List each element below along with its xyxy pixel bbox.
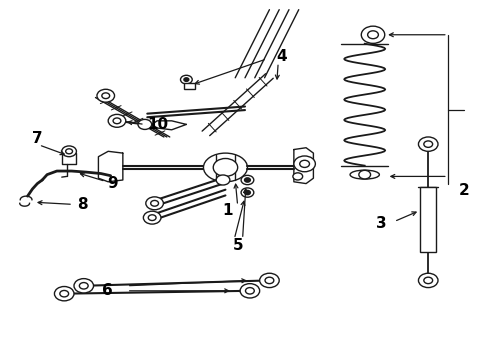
Circle shape (216, 175, 230, 185)
Ellipse shape (350, 170, 379, 179)
Text: 7: 7 (32, 131, 43, 146)
Circle shape (151, 201, 159, 206)
Circle shape (62, 146, 76, 157)
Circle shape (241, 175, 254, 185)
Circle shape (245, 288, 254, 294)
Circle shape (60, 291, 69, 297)
Circle shape (74, 279, 94, 293)
Circle shape (148, 215, 156, 221)
Circle shape (146, 197, 163, 210)
Circle shape (260, 273, 279, 288)
Circle shape (241, 188, 254, 197)
Circle shape (418, 137, 438, 151)
Circle shape (97, 89, 115, 102)
Circle shape (293, 173, 303, 180)
Text: 5: 5 (232, 238, 243, 253)
Circle shape (368, 31, 378, 39)
Circle shape (54, 287, 74, 301)
FancyBboxPatch shape (184, 83, 195, 89)
Circle shape (424, 277, 433, 284)
Text: 6: 6 (102, 283, 113, 298)
Ellipse shape (203, 153, 247, 182)
Circle shape (300, 160, 310, 167)
Circle shape (361, 26, 385, 43)
Text: 2: 2 (459, 183, 469, 198)
Text: 9: 9 (107, 176, 118, 191)
Circle shape (418, 273, 438, 288)
Circle shape (138, 120, 152, 130)
Text: 1: 1 (222, 203, 233, 218)
Circle shape (359, 170, 370, 179)
Circle shape (240, 284, 260, 298)
Text: 4: 4 (276, 49, 287, 64)
Text: 8: 8 (77, 197, 88, 212)
Circle shape (144, 211, 161, 224)
Circle shape (294, 156, 316, 172)
Circle shape (213, 158, 238, 176)
Circle shape (245, 178, 250, 182)
Circle shape (79, 283, 88, 289)
Circle shape (102, 93, 110, 99)
Circle shape (424, 141, 433, 147)
Circle shape (245, 190, 250, 195)
Text: 10: 10 (147, 117, 169, 132)
FancyBboxPatch shape (420, 187, 436, 252)
Circle shape (113, 118, 121, 124)
Circle shape (265, 277, 274, 284)
Text: 3: 3 (375, 216, 386, 231)
Circle shape (66, 149, 73, 154)
Circle shape (108, 114, 126, 127)
Circle shape (184, 78, 189, 81)
Circle shape (180, 75, 192, 84)
